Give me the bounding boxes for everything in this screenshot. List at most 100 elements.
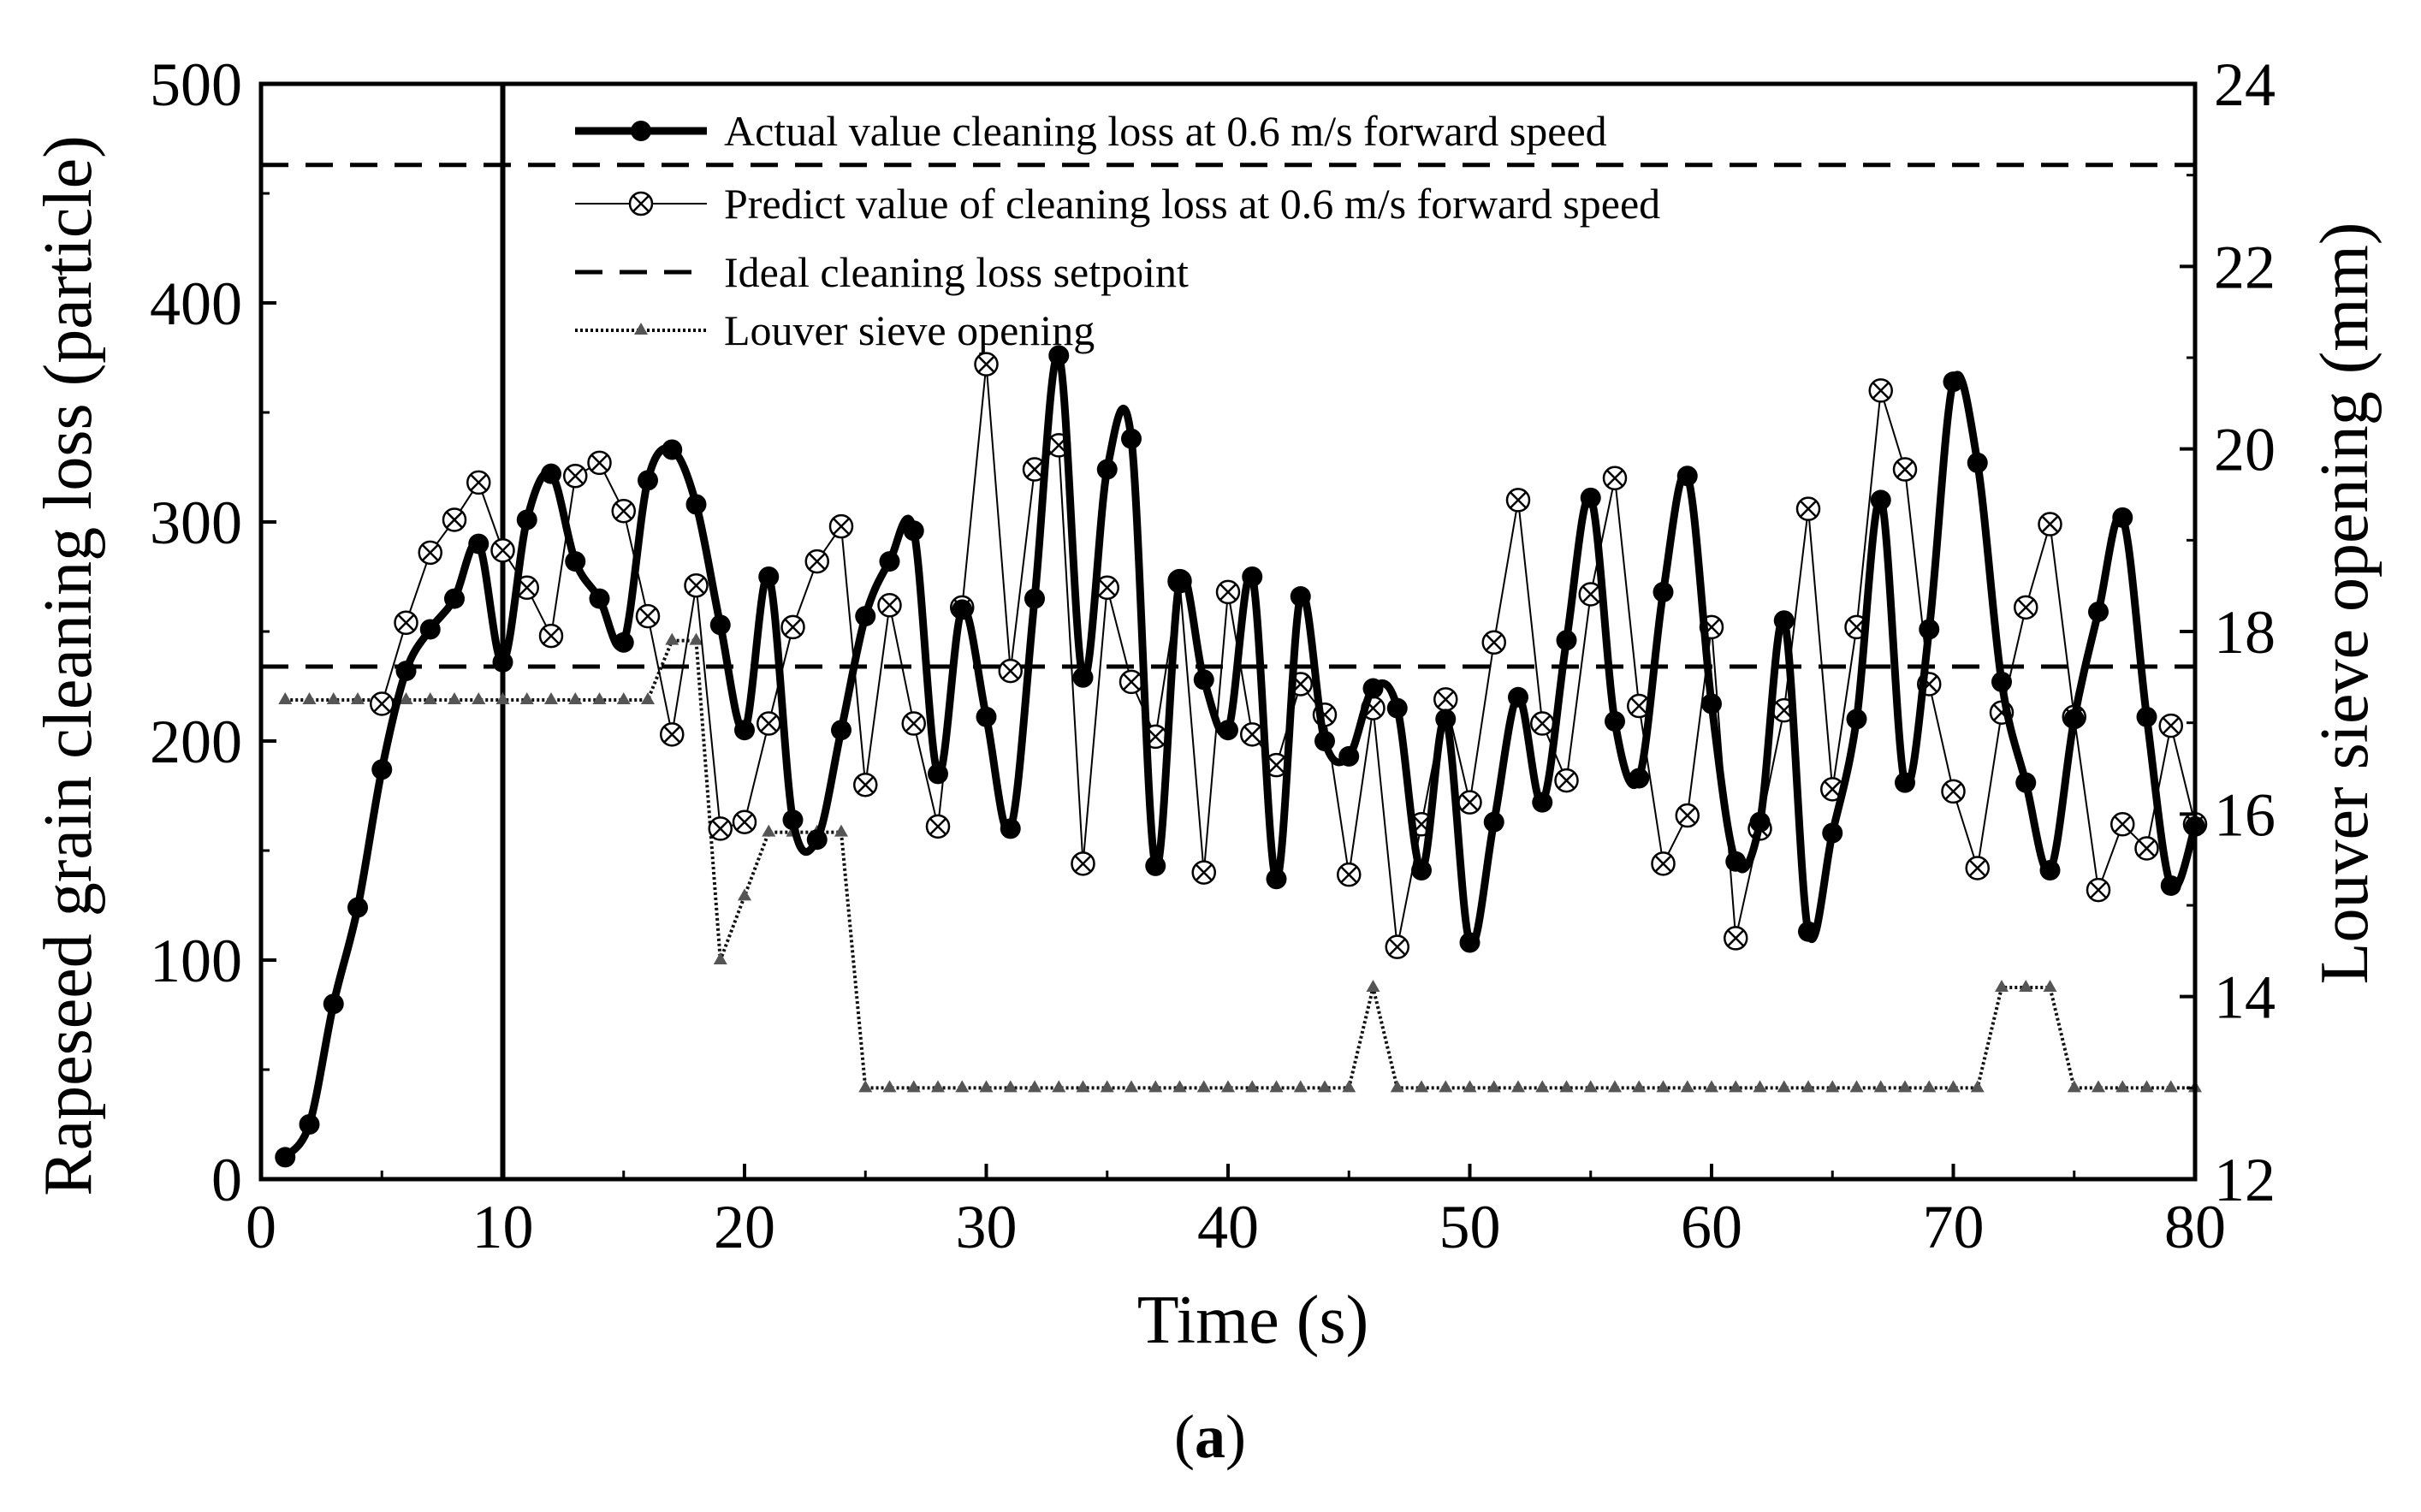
louver-point — [1390, 1080, 1404, 1093]
louver-point — [399, 692, 413, 704]
left-y-tick-label: 200 — [150, 708, 242, 776]
actual-point — [1290, 586, 1311, 608]
actual-point — [1000, 818, 1021, 839]
actual-point — [1725, 851, 1747, 872]
actual-point — [806, 829, 828, 851]
predict-point — [804, 548, 829, 574]
caption-close: ) — [1225, 1402, 1246, 1471]
louver-point — [1922, 1080, 1937, 1093]
louver-point — [495, 692, 510, 704]
predict-point — [1240, 722, 1265, 747]
louver-point — [1269, 1080, 1284, 1093]
actual-point — [1242, 566, 1263, 587]
actual-point — [2088, 601, 2109, 622]
louver-opening-series — [278, 632, 2202, 1093]
predict-point — [2158, 713, 2183, 738]
left-y-tick-label: 0 — [211, 1146, 242, 1214]
left-y-tick-label: 400 — [150, 270, 242, 338]
actual-point — [1508, 686, 1528, 708]
louver-point — [1511, 1080, 1525, 1093]
louver-point — [1148, 1080, 1163, 1093]
left-axis-title: Rapeseed grain cleaning loss (particle) — [31, 135, 106, 1196]
actual-point — [1218, 720, 1238, 741]
louver-point — [979, 1080, 994, 1093]
louver-point — [448, 692, 461, 704]
louver-point — [1172, 1080, 1187, 1093]
louver-point — [2163, 1080, 2178, 1093]
actual-point — [638, 470, 658, 491]
louver-point — [1535, 1080, 1550, 1093]
louver-point — [1608, 1080, 1622, 1093]
predict-point — [2038, 512, 2062, 537]
louver-point — [931, 1080, 945, 1093]
legend-marker-predict — [628, 191, 654, 216]
actual-point — [1362, 678, 1384, 699]
predict-point — [828, 513, 854, 539]
predict-point — [1191, 860, 1216, 885]
actual-point — [1676, 465, 1698, 487]
louver-point — [1898, 1080, 1912, 1093]
actual-point — [275, 1147, 296, 1168]
actual-point — [1798, 921, 1819, 942]
louver-point — [955, 1080, 970, 1093]
actual-point — [1749, 811, 1771, 833]
actual-point — [855, 606, 876, 627]
predict-point — [611, 498, 636, 524]
actual-point — [1121, 428, 1142, 449]
predict-point — [708, 816, 733, 841]
actual-point — [1193, 669, 1214, 691]
predict-point — [757, 711, 781, 736]
actual-point — [419, 619, 441, 640]
actual-point — [928, 763, 948, 785]
louver-point — [1729, 1080, 1743, 1093]
louver-point — [762, 824, 776, 837]
predict-point — [2086, 877, 2111, 903]
louver-point — [1801, 1080, 1815, 1093]
actual-point — [709, 614, 731, 636]
louver-point — [2067, 1080, 2081, 1093]
louver-point — [1415, 1080, 1428, 1093]
reference-lines — [261, 84, 2195, 1179]
louver-point — [641, 692, 655, 704]
predict-point — [1602, 465, 1628, 491]
x-tick-label: 20 — [714, 1193, 775, 1261]
actual-point — [2039, 860, 2061, 881]
actual-point — [516, 509, 537, 531]
louver-point — [1439, 1080, 1453, 1093]
actual-point — [1580, 487, 1601, 508]
actual-point — [1145, 855, 1166, 876]
louver-point — [1028, 1080, 1041, 1093]
predict-point — [877, 593, 902, 618]
predict-point — [418, 540, 442, 566]
actual-point — [1822, 822, 1843, 844]
actual-point — [1943, 371, 1964, 393]
louver-point — [1076, 1080, 1090, 1093]
louver-point — [592, 692, 607, 704]
predict-point — [1264, 752, 1289, 778]
x-tick-label: 10 — [472, 1193, 534, 1261]
actual-point — [395, 661, 417, 682]
predict-point — [370, 691, 395, 716]
louver-point — [1995, 980, 2009, 992]
predict-point — [925, 814, 951, 839]
x-tick-label: 50 — [1439, 1193, 1501, 1261]
louver-point — [1245, 1080, 1260, 1093]
louver-point — [472, 692, 486, 704]
actual-point — [2063, 709, 2085, 730]
legend-label-louver: Louver sieve opening — [724, 306, 1095, 354]
actual-point — [323, 993, 344, 1015]
louver-point — [689, 632, 703, 645]
actual-point — [1895, 772, 1915, 793]
predict-point — [2110, 812, 2135, 837]
louver-point — [1366, 980, 1380, 992]
louver-point — [906, 1080, 921, 1093]
predict-point — [1724, 926, 1748, 951]
predict-point — [490, 538, 515, 563]
predict-point — [1481, 630, 1506, 655]
predict-point — [2014, 595, 2038, 620]
louver-point — [1486, 1080, 1501, 1093]
actual-point — [492, 651, 513, 673]
louver-point — [1873, 1080, 1888, 1093]
louver-point — [1849, 1080, 1864, 1093]
actual-point — [1024, 588, 1045, 609]
